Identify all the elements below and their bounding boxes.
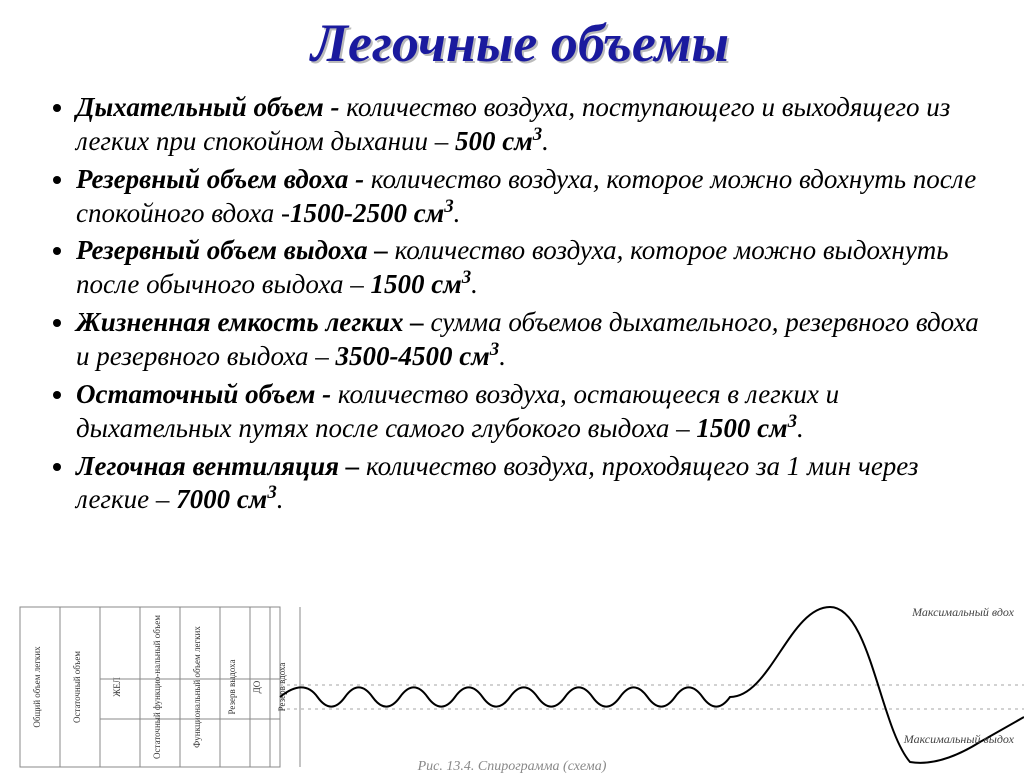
definitions-list: Дыхательный объем - количество воздуха, …	[48, 92, 992, 516]
sup: 3	[267, 482, 276, 503]
tail: .	[797, 413, 804, 443]
sup: 3	[462, 267, 471, 288]
tail: .	[471, 269, 478, 299]
value: 1500 см	[370, 269, 461, 299]
term: Жизненная емкость легких –	[76, 307, 431, 337]
svg-text:Функциональный объем легких: Функциональный объем легких	[192, 626, 202, 748]
tail: .	[499, 341, 506, 371]
term: Легочная вентиляция –	[76, 451, 366, 481]
sup: 3	[444, 196, 453, 217]
bullet-irv: Резервный объем вдоха - количество возду…	[76, 164, 992, 230]
svg-text:Резерв вдоха: Резерв вдоха	[277, 663, 287, 712]
svg-text:ЖЕЛ: ЖЕЛ	[112, 677, 122, 697]
value: 1500-2500 см	[290, 198, 444, 228]
spirogram-svg: Общий объем легких Остаточный объем ЖЕЛ Ост…	[0, 567, 1024, 777]
svg-text:Общий объем легких: Общий объем легких	[32, 646, 42, 728]
bullet-ventilation: Легочная вентиляция – количество воздуха…	[76, 451, 992, 517]
sup: 3	[533, 124, 542, 145]
tail: .	[454, 198, 461, 228]
value: 3500-4500 см	[336, 341, 490, 371]
svg-text:Остаточный функцио-нальный объ: Остаточный функцио-нальный объем	[152, 615, 162, 759]
label-max-inhale: Максимальный вдох	[912, 605, 1014, 620]
slide: Легочные объемы Дыхательный объем - коли…	[0, 0, 1024, 767]
diagram-caption: Рис. 13.4. Спирограмма (схема)	[0, 759, 1024, 775]
term: Резервный объем выдоха –	[76, 235, 395, 265]
svg-text:ДО: ДО	[252, 680, 262, 693]
value: 7000 см	[176, 484, 267, 514]
tail: .	[542, 126, 549, 156]
value: 1500 см	[696, 413, 787, 443]
bullet-rv: Остаточный объем - количество воздуха, о…	[76, 379, 992, 445]
tail: .	[277, 484, 284, 514]
value: 500 см	[455, 126, 533, 156]
svg-text:Остаточный объем: Остаточный объем	[72, 651, 82, 723]
slide-title: Легочные объемы	[48, 12, 992, 74]
bullet-tidal-volume: Дыхательный объем - количество воздуха, …	[76, 92, 992, 158]
bullet-erv: Резервный объем выдоха – количество возд…	[76, 235, 992, 301]
term: Резервный объем вдоха -	[76, 164, 371, 194]
sup: 3	[490, 339, 499, 360]
label-max-exhale: Максимальный выдох	[904, 732, 1014, 747]
spirogram-diagram: Общий объем легких Остаточный объем ЖЕЛ Ост…	[0, 567, 1024, 777]
bullet-vc: Жизненная емкость легких – сумма объемов…	[76, 307, 992, 373]
term: Дыхательный объем -	[76, 92, 346, 122]
svg-text:Резерв выдоха: Резерв выдоха	[227, 659, 237, 714]
term: Остаточный объем -	[76, 379, 338, 409]
sup: 3	[788, 411, 797, 432]
